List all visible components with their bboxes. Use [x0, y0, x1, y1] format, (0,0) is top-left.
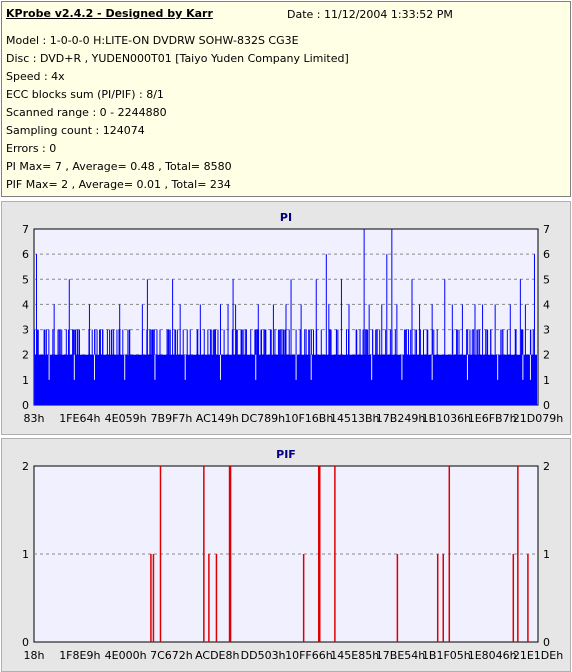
- x-tick-label: 1FE64h: [59, 412, 100, 425]
- pi-summary-line: PI Max= 7 , Average= 0.48 , Total= 8580: [6, 160, 232, 173]
- y-tick-label-left: 7: [22, 223, 29, 236]
- x-tick-label: 1B1036h: [422, 412, 472, 425]
- x-tick-label: DD503h: [241, 649, 286, 662]
- model-line: Model : 1-0-0-0 H:LITE-ON DVDRW SOHW-832…: [6, 34, 299, 47]
- y-tick-label-left: 2: [22, 349, 29, 362]
- x-tick-label: 10FF66h: [285, 649, 333, 662]
- y-tick-label-right: 2: [543, 349, 550, 362]
- pif-chart: PIF 0 0 1 1 2 2 18h 1F8E9h 4E000h 7C672h ACDE8h DD50…: [22, 448, 563, 662]
- pi-chart: PI 0 0 1 1 2 2 3 3 4 4 5 5 6 6 7 7 83h 1FE64h 4E059h 7B9F7h A…: [22, 211, 563, 425]
- scan-date: Date : 11/12/2004 1:33:52 PM: [287, 8, 453, 21]
- x-tick-label: 7B9F7h: [151, 412, 193, 425]
- ecc-line: ECC blocks sum (PI/PIF) : 8/1: [6, 88, 164, 101]
- x-tick-label: ACDE8h: [195, 649, 239, 662]
- x-tick-label: 1E8046h: [468, 649, 517, 662]
- y-tick-label-right: 7: [543, 223, 550, 236]
- y-tick-label-right: 1: [543, 548, 550, 561]
- y-tick-label-right: 1: [543, 374, 550, 387]
- y-tick-label-left: 5: [22, 273, 29, 286]
- x-tick-label: 17B249h: [376, 412, 426, 425]
- x-tick-label: 83h: [24, 412, 45, 425]
- sampling-line: Sampling count : 124074: [6, 124, 145, 137]
- pi-chart-panel: PI 0 0 1 1 2 2 3 3 4 4 5 5 6 6 7 7 83h 1FE64h 4E059h 7B9F7h A…: [1, 201, 571, 435]
- errors-line: Errors : 0: [6, 142, 57, 155]
- y-tick-label-left: 3: [22, 324, 29, 337]
- x-tick-label: 4E000h: [105, 649, 147, 662]
- x-tick-label: 10F16Bh: [284, 412, 333, 425]
- y-tick-label-left: 4: [22, 298, 29, 311]
- disc-line: Disc : DVD+R , YUDEN000T01 [Taiyo Yuden …: [6, 52, 349, 65]
- speed-line: Speed : 4x: [6, 70, 65, 83]
- y-tick-label-right: 4: [543, 298, 550, 311]
- pif-summary-line: PIF Max= 2 , Average= 0.01 , Total= 234: [6, 178, 231, 191]
- chart-title: PI: [280, 211, 292, 224]
- x-tick-label: 1E6FB7h: [468, 412, 517, 425]
- x-tick-label: 7C672h: [150, 649, 193, 662]
- x-tick-label: 4E059h: [105, 412, 147, 425]
- pif-chart-panel: PIF 0 0 1 1 2 2 18h 1F8E9h 4E000h 7C672h ACDE8h DD50…: [1, 438, 571, 672]
- x-tick-label: DC789h: [241, 412, 285, 425]
- app-title: KProbe v2.4.2 - Designed by Karr: [6, 7, 213, 20]
- x-tick-label: 18h: [24, 649, 45, 662]
- x-tick-label: 1B1F05h: [422, 649, 471, 662]
- y-tick-label-right: 6: [543, 248, 550, 261]
- y-tick-label-left: 0: [22, 399, 29, 412]
- y-tick-label-right: 0: [543, 636, 550, 649]
- y-tick-label-right: 0: [543, 399, 550, 412]
- chart-title: PIF: [276, 448, 296, 461]
- x-tick-label: AC149h: [196, 412, 239, 425]
- range-line: Scanned range : 0 - 2244880: [6, 106, 167, 119]
- y-tick-label-left: 2: [22, 460, 29, 473]
- y-tick-label-left: 6: [22, 248, 29, 261]
- x-tick-label: 21D079h: [513, 412, 563, 425]
- x-tick-label: 145E85h: [330, 649, 379, 662]
- y-tick-label-right: 3: [543, 324, 550, 337]
- y-tick-label-left: 1: [22, 374, 29, 387]
- x-tick-label: 21E1DEh: [513, 649, 563, 662]
- y-tick-label-right: 5: [543, 273, 550, 286]
- x-tick-label: 1F8E9h: [59, 649, 100, 662]
- x-tick-label: 14513Bh: [330, 412, 380, 425]
- info-panel: KProbe v2.4.2 - Designed by Karr Date : …: [1, 1, 571, 197]
- y-tick-label-right: 2: [543, 460, 550, 473]
- y-tick-label-left: 1: [22, 548, 29, 561]
- x-tick-label: 17BE54h: [376, 649, 425, 662]
- y-tick-label-left: 0: [22, 636, 29, 649]
